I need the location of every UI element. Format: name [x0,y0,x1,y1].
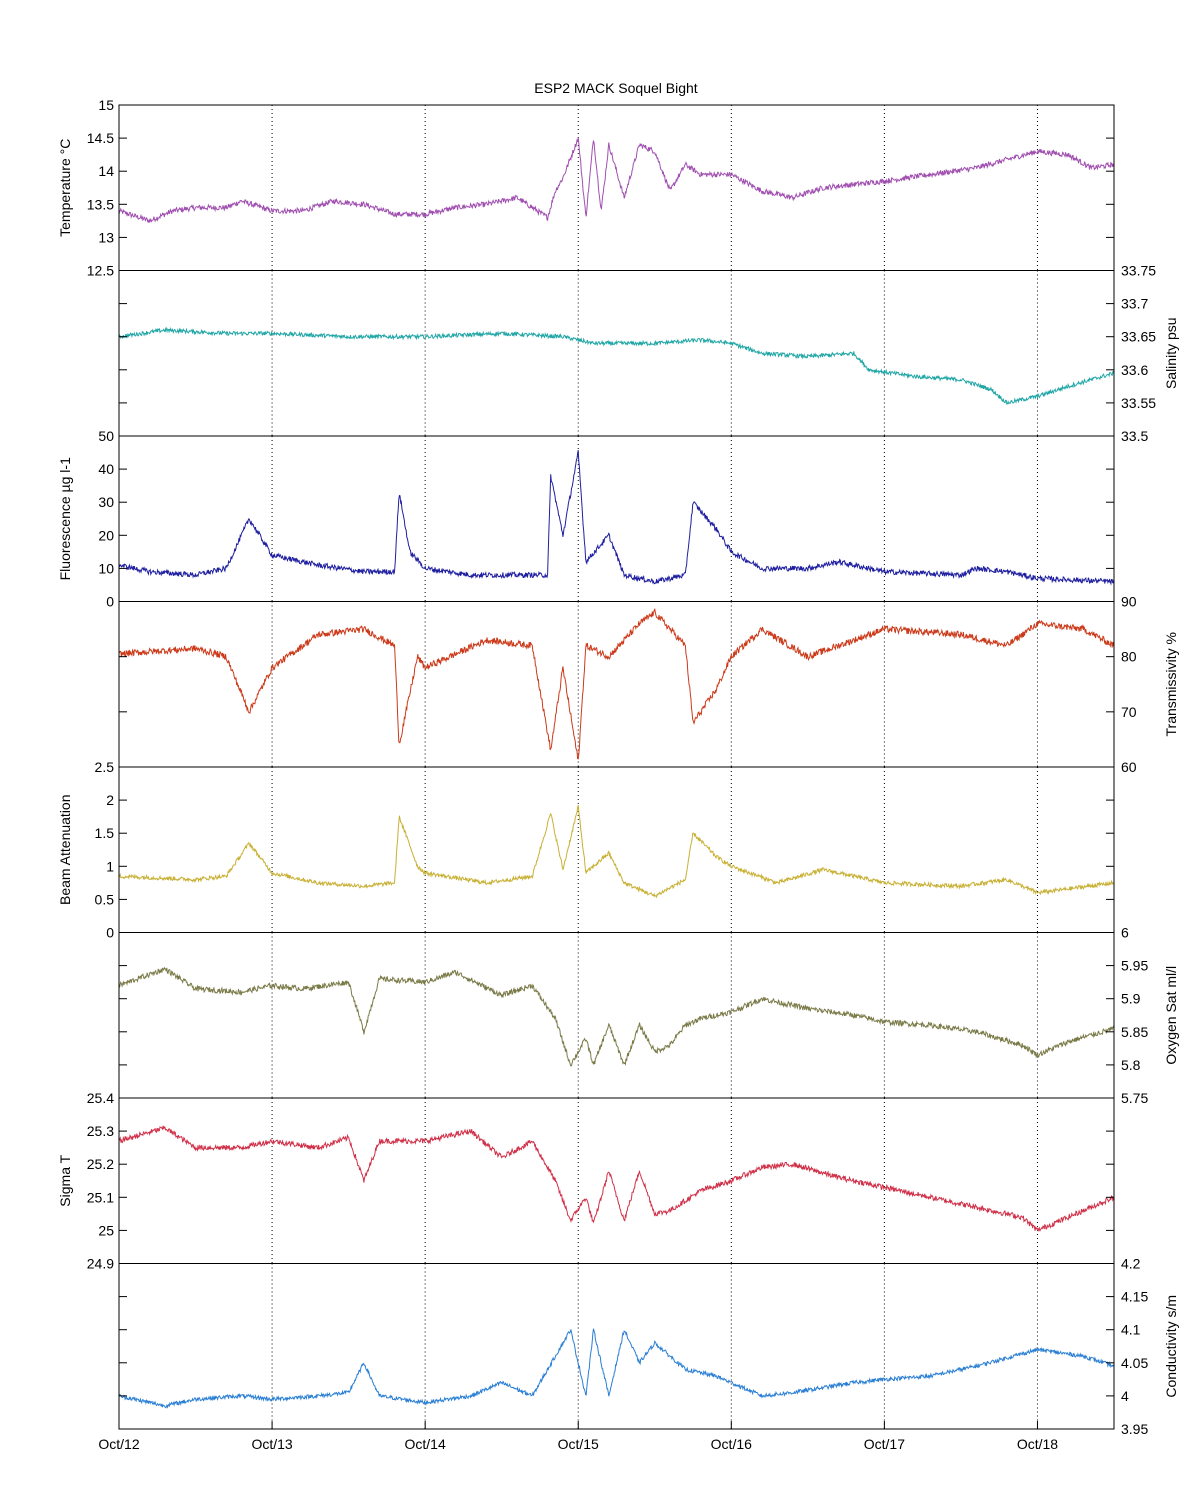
y-axis-label: Conductivity s/m [1163,1295,1179,1398]
y-tick-label: 50 [98,428,114,444]
x-tick-label: Oct/18 [1017,1436,1058,1452]
x-tick-label: Oct/17 [864,1436,905,1452]
y-axis-label: Transmissivity % [1163,632,1179,737]
y-tick-label: 4.05 [1121,1355,1148,1371]
y-tick-label: 1.5 [95,825,115,841]
y-tick-label: 25.1 [87,1189,114,1205]
x-tick-label: Oct/14 [405,1436,446,1452]
y-tick-label: 13.5 [87,196,114,212]
panel-frame [118,1263,1115,1430]
y-tick-label: 33.55 [1121,395,1156,411]
y-tick-label: 25 [98,1222,114,1238]
series-line-salinity [119,326,1115,405]
panel-frame [118,435,1115,602]
y-axis-label: Fluorescence µg l-1 [57,457,73,580]
y-tick-label: 5.9 [1121,991,1141,1007]
y-tick-label: 14 [98,163,114,179]
y-tick-label: 33.65 [1121,329,1156,345]
x-axis: Oct/12 Oct/13 Oct/14 Oct/15 Oct/16 Oct/17 Oct/… [98,1421,1058,1452]
panel-temperature: 12.5 13 13.5 14 14.5 15 Temperature °C [57,97,1115,279]
y-tick-label: 25.3 [87,1123,114,1139]
chart-title: ESP2 MACK Soquel Bight [534,80,698,96]
y-tick-label: 13 [98,229,114,245]
x-tick-label: Oct/15 [558,1436,599,1452]
y-tick-label: 80 [1121,649,1137,665]
y-tick-label: 0 [106,594,114,610]
y-axis-label: Beam Attenuation [57,794,73,905]
y-tick-label: 60 [1121,759,1137,775]
panel-frame [118,766,1115,933]
panel-frame [118,932,1115,1099]
y-tick-label: 24.9 [87,1256,114,1272]
y-tick-label: 40 [98,461,114,477]
panel-fluorescence: 0 10 20 30 40 50 Fluorescence µg l-1 [57,428,1115,610]
y-tick-label: 10 [98,560,114,576]
y-tick-label: 4.15 [1121,1289,1148,1305]
panel-transmissivity: 60 70 80 90 Transmissivity % [118,594,1179,775]
y-tick-label: 12.5 [87,263,114,279]
y-tick-label: 30 [98,494,114,510]
y-tick-label: 1 [106,858,114,874]
series-line-sigma_t [118,1125,1115,1232]
panel-sigma_t: 24.9 25 25.1 25.2 25.3 25.4 Sigma T [57,1090,1115,1272]
panel-oxygen_sat: 5.75 5.8 5.85 5.9 5.95 6 Oxygen Sat ml/l [118,925,1179,1106]
y-tick-label: 14.5 [87,130,114,146]
y-axis-label: Salinity psu [1163,317,1179,389]
panel-frame [118,601,1115,768]
y-tick-label: 90 [1121,594,1137,610]
y-tick-label: 3.95 [1121,1421,1148,1437]
y-tick-label: 4 [1121,1388,1129,1404]
panel-frame [118,1097,1115,1264]
y-axis-label: Temperature °C [57,139,73,237]
y-tick-label: 2 [106,792,114,808]
y-tick-label: 20 [98,527,114,543]
panel-conductivity: 3.95 4 4.05 4.1 4.15 4.2 Conductivity s/m [118,1256,1179,1437]
y-tick-label: 2.5 [95,759,115,775]
panel-frame [118,270,1115,437]
y-tick-label: 0 [106,925,114,941]
series-line-oxygen_sat [118,966,1115,1067]
series-line-temperature [118,137,1115,223]
y-axis-label: Oxygen Sat ml/l [1163,966,1179,1065]
panel-salinity: 33.5 33.55 33.6 33.65 33.7 33.75 Salinity psu [118,263,1179,444]
y-tick-label: 33.75 [1121,263,1156,279]
panel-frame [118,104,1115,271]
y-tick-label: 6 [1121,925,1129,941]
y-tick-label: 5.85 [1121,1024,1148,1040]
y-tick-label: 5.8 [1121,1057,1141,1073]
y-axis-label: Sigma T [57,1154,73,1206]
x-tick-label: Oct/16 [711,1436,752,1452]
y-tick-label: 33.7 [1121,296,1148,312]
y-tick-label: 33.6 [1121,362,1148,378]
series-line-conductivity [118,1328,1115,1409]
y-tick-label: 0.5 [95,891,115,907]
panel-beam_attenuation: 0 0.5 1 1.5 2 2.5 Beam Attenuation [57,759,1115,941]
y-tick-label: 15 [98,97,114,113]
series-line-transmissivity [118,607,1115,760]
y-tick-label: 25.4 [87,1090,114,1106]
x-tick-label: Oct/13 [251,1436,292,1452]
y-tick-label: 4.1 [1121,1322,1141,1338]
y-tick-label: 33.5 [1121,428,1148,444]
y-tick-label: 70 [1121,704,1137,720]
x-tick-label: Oct/12 [98,1436,139,1452]
series-line-beam_attenuation [118,805,1115,899]
y-tick-label: 5.95 [1121,958,1148,974]
series-line-fluorescence [118,450,1115,586]
y-tick-label: 4.2 [1121,1256,1141,1272]
y-tick-label: 25.2 [87,1156,114,1172]
y-tick-label: 5.75 [1121,1090,1148,1106]
